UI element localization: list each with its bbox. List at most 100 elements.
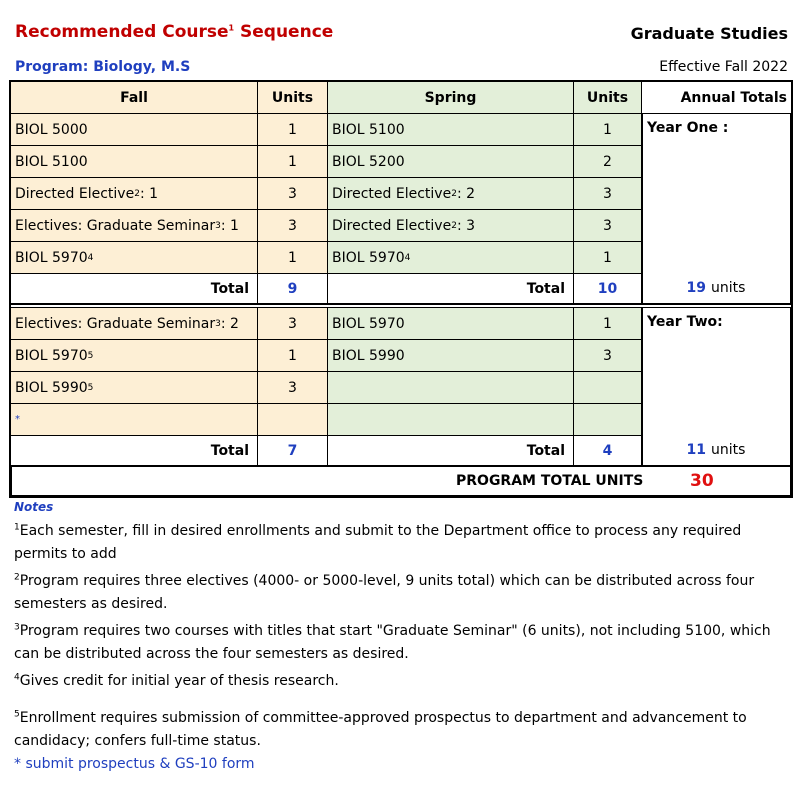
cell: Annual Totals xyxy=(641,81,792,114)
annual-total: 19 units xyxy=(641,273,791,303)
note: 5Enrollment requires submission of commi… xyxy=(14,707,784,753)
year-label: Year Two: xyxy=(647,314,723,330)
units: 1 xyxy=(288,249,297,266)
cell: 3 xyxy=(573,209,642,242)
cell: BIOL 5970 4 xyxy=(10,241,258,274)
units: 1 xyxy=(603,121,612,138)
cell: * xyxy=(10,403,258,436)
cell: 7 xyxy=(257,435,328,466)
units: 1 xyxy=(288,153,297,170)
course-name: * xyxy=(15,414,20,425)
course-suffix: : 2 xyxy=(456,185,476,202)
program-total-label: PROGRAM TOTAL UNITS xyxy=(456,473,644,489)
cell: 2 xyxy=(573,145,642,178)
units: 3 xyxy=(288,185,297,202)
units-word: units xyxy=(711,442,746,458)
effective: Effective Fall 2022 xyxy=(659,59,788,75)
annual-total: 11 units xyxy=(641,435,791,465)
course-name: BIOL 5100 xyxy=(332,121,405,138)
course-name: BIOL 5100 xyxy=(15,153,88,170)
note: 2Program requires three electives (4000-… xyxy=(14,570,784,616)
cell: Directed Elective 2: 3 xyxy=(327,209,574,242)
course-name: Directed Elective xyxy=(332,217,452,234)
total-label: Total xyxy=(526,280,565,297)
cell: BIOL 5990 xyxy=(327,339,574,372)
cell: 1 xyxy=(573,307,642,340)
cell: 1 xyxy=(257,241,328,274)
column-header: Units xyxy=(271,89,314,106)
notes-title: Notes xyxy=(14,500,54,514)
course-name: Directed Elective xyxy=(15,185,135,202)
column-header: Fall xyxy=(120,89,148,106)
year-label: Year One : xyxy=(647,120,729,136)
units: 3 xyxy=(288,217,297,234)
cell: Total xyxy=(327,273,574,304)
units: 1 xyxy=(288,347,297,364)
units: 2 xyxy=(603,153,612,170)
course-name: BIOL 5200 xyxy=(332,153,405,170)
units-word: units xyxy=(711,280,746,296)
cell: Total xyxy=(10,273,258,304)
cell: 1 xyxy=(257,145,328,178)
course-name: Directed Elective xyxy=(332,185,452,202)
note: 1Each semester, fill in desired enrollme… xyxy=(14,520,784,566)
total-label: Total xyxy=(210,280,249,297)
cell: BIOL 5970 4 xyxy=(327,241,574,274)
cell: 3 xyxy=(573,339,642,372)
title-text: Recommended Course xyxy=(15,22,229,42)
cell xyxy=(573,403,642,436)
notes: Notes 1Each semester, fill in desired en… xyxy=(14,500,784,776)
cell: Units xyxy=(257,81,328,114)
course-name: BIOL 5970 xyxy=(332,249,405,266)
semester-total: 7 xyxy=(287,442,298,459)
note-number: 2 xyxy=(14,572,20,583)
units: 1 xyxy=(603,315,612,332)
program: Program: Biology, M.S xyxy=(15,59,191,75)
note: 4Gives credit for initial year of thesis… xyxy=(14,670,784,693)
units: 3 xyxy=(603,217,612,234)
cell: 3 xyxy=(257,307,328,340)
course-name: BIOL 5970 xyxy=(15,249,88,266)
course-suffix: : 1 xyxy=(139,185,159,202)
program-total: 30 xyxy=(690,471,714,491)
cell: BIOL 5990 5 xyxy=(10,371,258,404)
cell: Electives: Graduate Seminar 3: 1 xyxy=(10,209,258,242)
course-name: Electives: Graduate Seminar xyxy=(15,217,216,234)
annual-value: 19 xyxy=(686,280,707,296)
separator xyxy=(10,304,792,308)
course-name: BIOL 5970 xyxy=(15,347,88,364)
cell xyxy=(257,403,328,436)
units: 1 xyxy=(288,121,297,138)
course-suffix: : 2 xyxy=(220,315,239,332)
cell: 1 xyxy=(573,241,642,274)
course-name: BIOL 5000 xyxy=(15,121,88,138)
cell: Units xyxy=(573,81,642,114)
cell: 4 xyxy=(573,435,642,466)
note-number: 1 xyxy=(14,522,20,533)
program-total-row: PROGRAM TOTAL UNITS 30 xyxy=(10,465,792,497)
course-suffix: : 3 xyxy=(456,217,476,234)
cell: Spring xyxy=(327,81,574,114)
cell xyxy=(327,371,574,404)
cell: Directed Elective 2: 2 xyxy=(327,177,574,210)
cell: Total xyxy=(327,435,574,466)
units: 3 xyxy=(288,315,297,332)
cell: 10 xyxy=(573,273,642,304)
course-name: BIOL 5990 xyxy=(332,347,405,364)
cell: 3 xyxy=(257,177,328,210)
title-end: Sequence xyxy=(234,22,334,42)
course-name: BIOL 5970 xyxy=(332,315,405,332)
column-header: Spring xyxy=(424,89,477,106)
total-label: Total xyxy=(526,442,565,459)
semester-total: 10 xyxy=(597,280,618,297)
course-name: BIOL 5990 xyxy=(15,379,88,396)
note-text: Enrollment requires submission of commit… xyxy=(14,710,747,749)
cell: Fall xyxy=(10,81,258,114)
note-text: Program requires three electives (4000- … xyxy=(14,573,755,612)
units: 3 xyxy=(603,347,612,364)
note-number: 4 xyxy=(14,672,20,683)
cell: BIOL 5100 xyxy=(10,145,258,178)
cell: 3 xyxy=(257,371,328,404)
cell: 1 xyxy=(257,339,328,372)
cell: Directed Elective 2: 1 xyxy=(10,177,258,210)
